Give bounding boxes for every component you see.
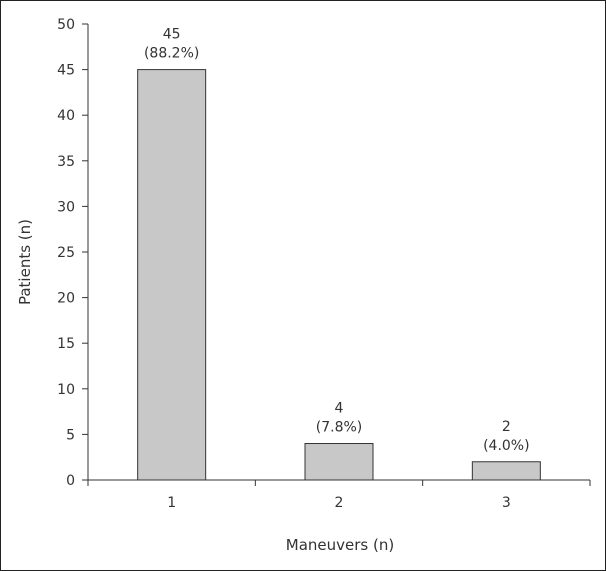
data-label-percent: (7.8%) xyxy=(316,420,363,436)
y-tick-label: 15 xyxy=(57,336,75,352)
y-tick-label: 35 xyxy=(57,154,75,170)
bar xyxy=(471,461,541,481)
y-tick-label: 45 xyxy=(57,63,75,79)
data-label-percent: (4.0%) xyxy=(483,438,530,454)
bar xyxy=(304,443,374,481)
y-axis-title: Patients (n) xyxy=(16,219,34,305)
y-axis: 0 5 10 15 20 25 30 35 40 45 50 xyxy=(57,17,89,489)
x-axis: 1 2 3 xyxy=(87,479,591,511)
bar xyxy=(137,69,207,481)
data-labels: 45 (88.2%) 4 (7.8%) 2 (4.0%) xyxy=(144,27,530,454)
y-tick-label: 10 xyxy=(57,382,75,398)
y-tick-label: 5 xyxy=(66,427,75,443)
data-label-count: 2 xyxy=(502,419,511,435)
x-axis-title: Maneuvers (n) xyxy=(286,536,394,554)
y-tick-label: 30 xyxy=(57,199,75,215)
data-label-count: 4 xyxy=(335,401,344,417)
x-tick-label: 3 xyxy=(502,495,511,511)
y-tick-label: 20 xyxy=(57,291,75,307)
y-tick-label: 40 xyxy=(57,108,75,124)
y-tick-label: 0 xyxy=(66,473,75,489)
x-tick-label: 1 xyxy=(167,495,176,511)
y-tick-label: 50 xyxy=(57,17,75,33)
data-label-percent: (88.2%) xyxy=(144,46,199,62)
bars xyxy=(137,69,541,481)
data-label-count: 45 xyxy=(163,27,181,43)
x-tick-label: 2 xyxy=(335,495,344,511)
y-tick-label: 25 xyxy=(57,245,75,261)
